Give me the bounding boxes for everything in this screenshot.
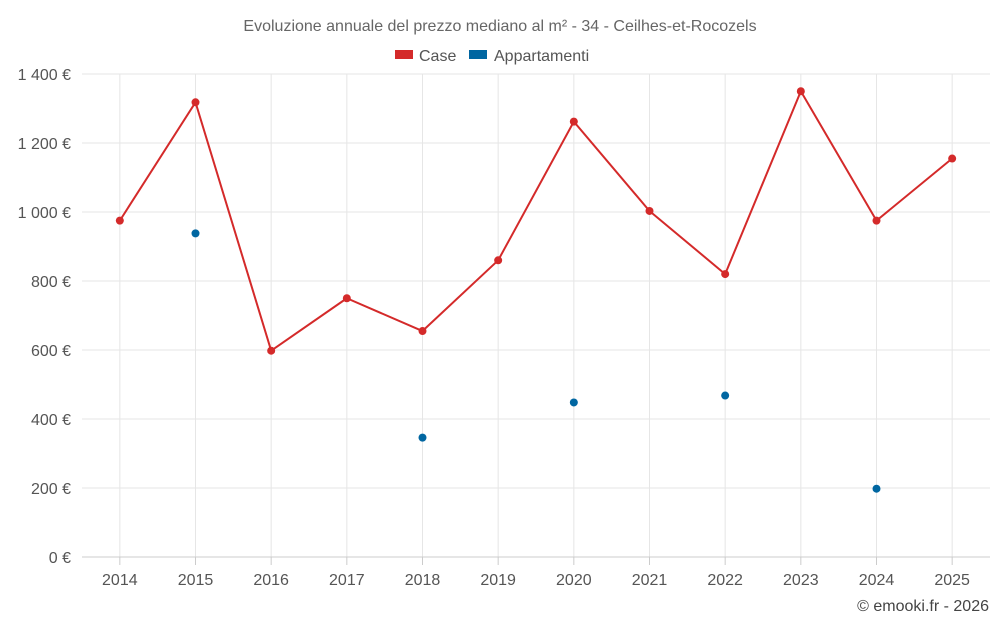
legend-swatch-appartamenti (469, 50, 487, 59)
x-tick-label: 2022 (707, 572, 743, 589)
x-tick-label: 2016 (253, 572, 289, 589)
legend-label-case: Case (419, 48, 456, 65)
credit: © emooki.fr - 2026 (857, 598, 989, 615)
point-appartamenti-2022[interactable] (721, 391, 730, 400)
x-tick-label: 2019 (480, 572, 516, 589)
chart-title: Evoluzione annuale del prezzo mediano al… (243, 18, 756, 35)
point-appartamenti-2018[interactable] (418, 433, 427, 442)
series-line-case (118, 90, 953, 352)
y-tick-label: 200 € (31, 481, 71, 498)
point-case-2014[interactable] (115, 216, 124, 225)
y-tick-label: 600 € (31, 343, 71, 360)
point-case-2018[interactable] (418, 327, 427, 336)
point-appartamenti-2024[interactable] (872, 484, 881, 493)
point-case-2017[interactable] (342, 294, 351, 303)
y-tick-label: 1 400 € (18, 67, 71, 84)
legend-swatch-case (395, 50, 413, 59)
point-case-2019[interactable] (494, 256, 503, 265)
point-appartamenti-2015[interactable] (191, 229, 200, 238)
point-case-2024[interactable] (872, 216, 881, 225)
legend-label-appartamenti: Appartamenti (494, 48, 589, 65)
y-axis: 0 € 200 € 400 € 600 € 800 € 1 000 € 1 200 € 1 4… (18, 67, 71, 567)
legend: Case Appartamenti (395, 48, 589, 65)
point-case-2020[interactable] (569, 117, 578, 126)
point-case-2022[interactable] (721, 270, 730, 279)
x-tick-label: 2024 (859, 572, 895, 589)
x-axis: 2014 2015 2016 2017 2018 2019 2020 2021 2022 2023… (82, 556, 990, 589)
x-tick-label: 2020 (556, 572, 592, 589)
x-tick-label: 2025 (934, 572, 970, 589)
legend-item-appartamenti[interactable]: Appartamenti (469, 48, 589, 65)
point-appartamenti-2020[interactable] (569, 398, 578, 407)
y-tick-label: 400 € (31, 412, 71, 429)
point-case-2015[interactable] (191, 98, 200, 107)
point-case-2023[interactable] (796, 87, 805, 96)
y-tick-label: 1 000 € (18, 205, 71, 222)
x-tick-label: 2014 (102, 572, 138, 589)
y-tick-label: 800 € (31, 274, 71, 291)
y-tick-label: 0 € (49, 550, 71, 567)
x-tick-label: 2023 (783, 572, 819, 589)
x-tick-label: 2021 (632, 572, 668, 589)
legend-item-case[interactable]: Case (395, 48, 456, 65)
grid (82, 73, 990, 557)
point-case-2021[interactable] (645, 206, 654, 215)
x-tick-label: 2017 (329, 572, 365, 589)
point-case-2025[interactable] (948, 154, 957, 163)
x-tick-label: 2018 (405, 572, 441, 589)
y-tick-label: 1 200 € (18, 136, 71, 153)
x-tick-label: 2015 (178, 572, 214, 589)
point-case-2016[interactable] (267, 346, 276, 355)
series-layer (115, 87, 957, 493)
